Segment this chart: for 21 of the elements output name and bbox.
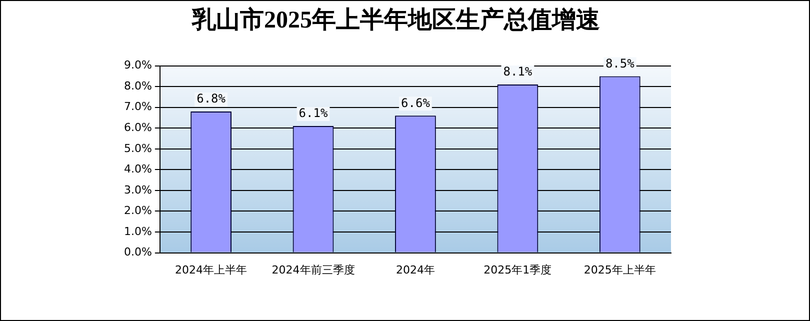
data-label: 6.6% [401,96,431,110]
y-tick-label: 2.0% [124,204,152,218]
y-tick-label: 0.0% [124,246,152,259]
data-label: 6.1% [298,106,328,120]
data-label: 8.1% [503,64,533,79]
y-tick-label: 7.0% [124,100,152,114]
x-tick-label: 2025年1季度 [484,263,552,276]
y-tick-label: 6.0% [124,120,152,134]
x-tick-label: 2025年上半年 [584,263,656,276]
y-tick-label: 4.0% [124,162,152,176]
y-tick-label: 3.0% [124,183,152,196]
data-label: 6.8% [196,92,226,106]
y-tick-label: 8.0% [124,79,152,92]
y-tick-label: 1.0% [124,224,152,238]
y-tick-label: 9.0% [124,58,152,72]
y-tick-label: 5.0% [124,142,152,155]
x-tick-label: 2024年上半年 [175,263,248,276]
x-tick-label: 2024年前三季度 [272,263,355,276]
chart-title: 乳山市2025年上半年地区生产总值增速 [191,6,600,34]
x-tick-label: 2024年 [396,263,435,276]
data-label: 8.5% [605,56,636,70]
